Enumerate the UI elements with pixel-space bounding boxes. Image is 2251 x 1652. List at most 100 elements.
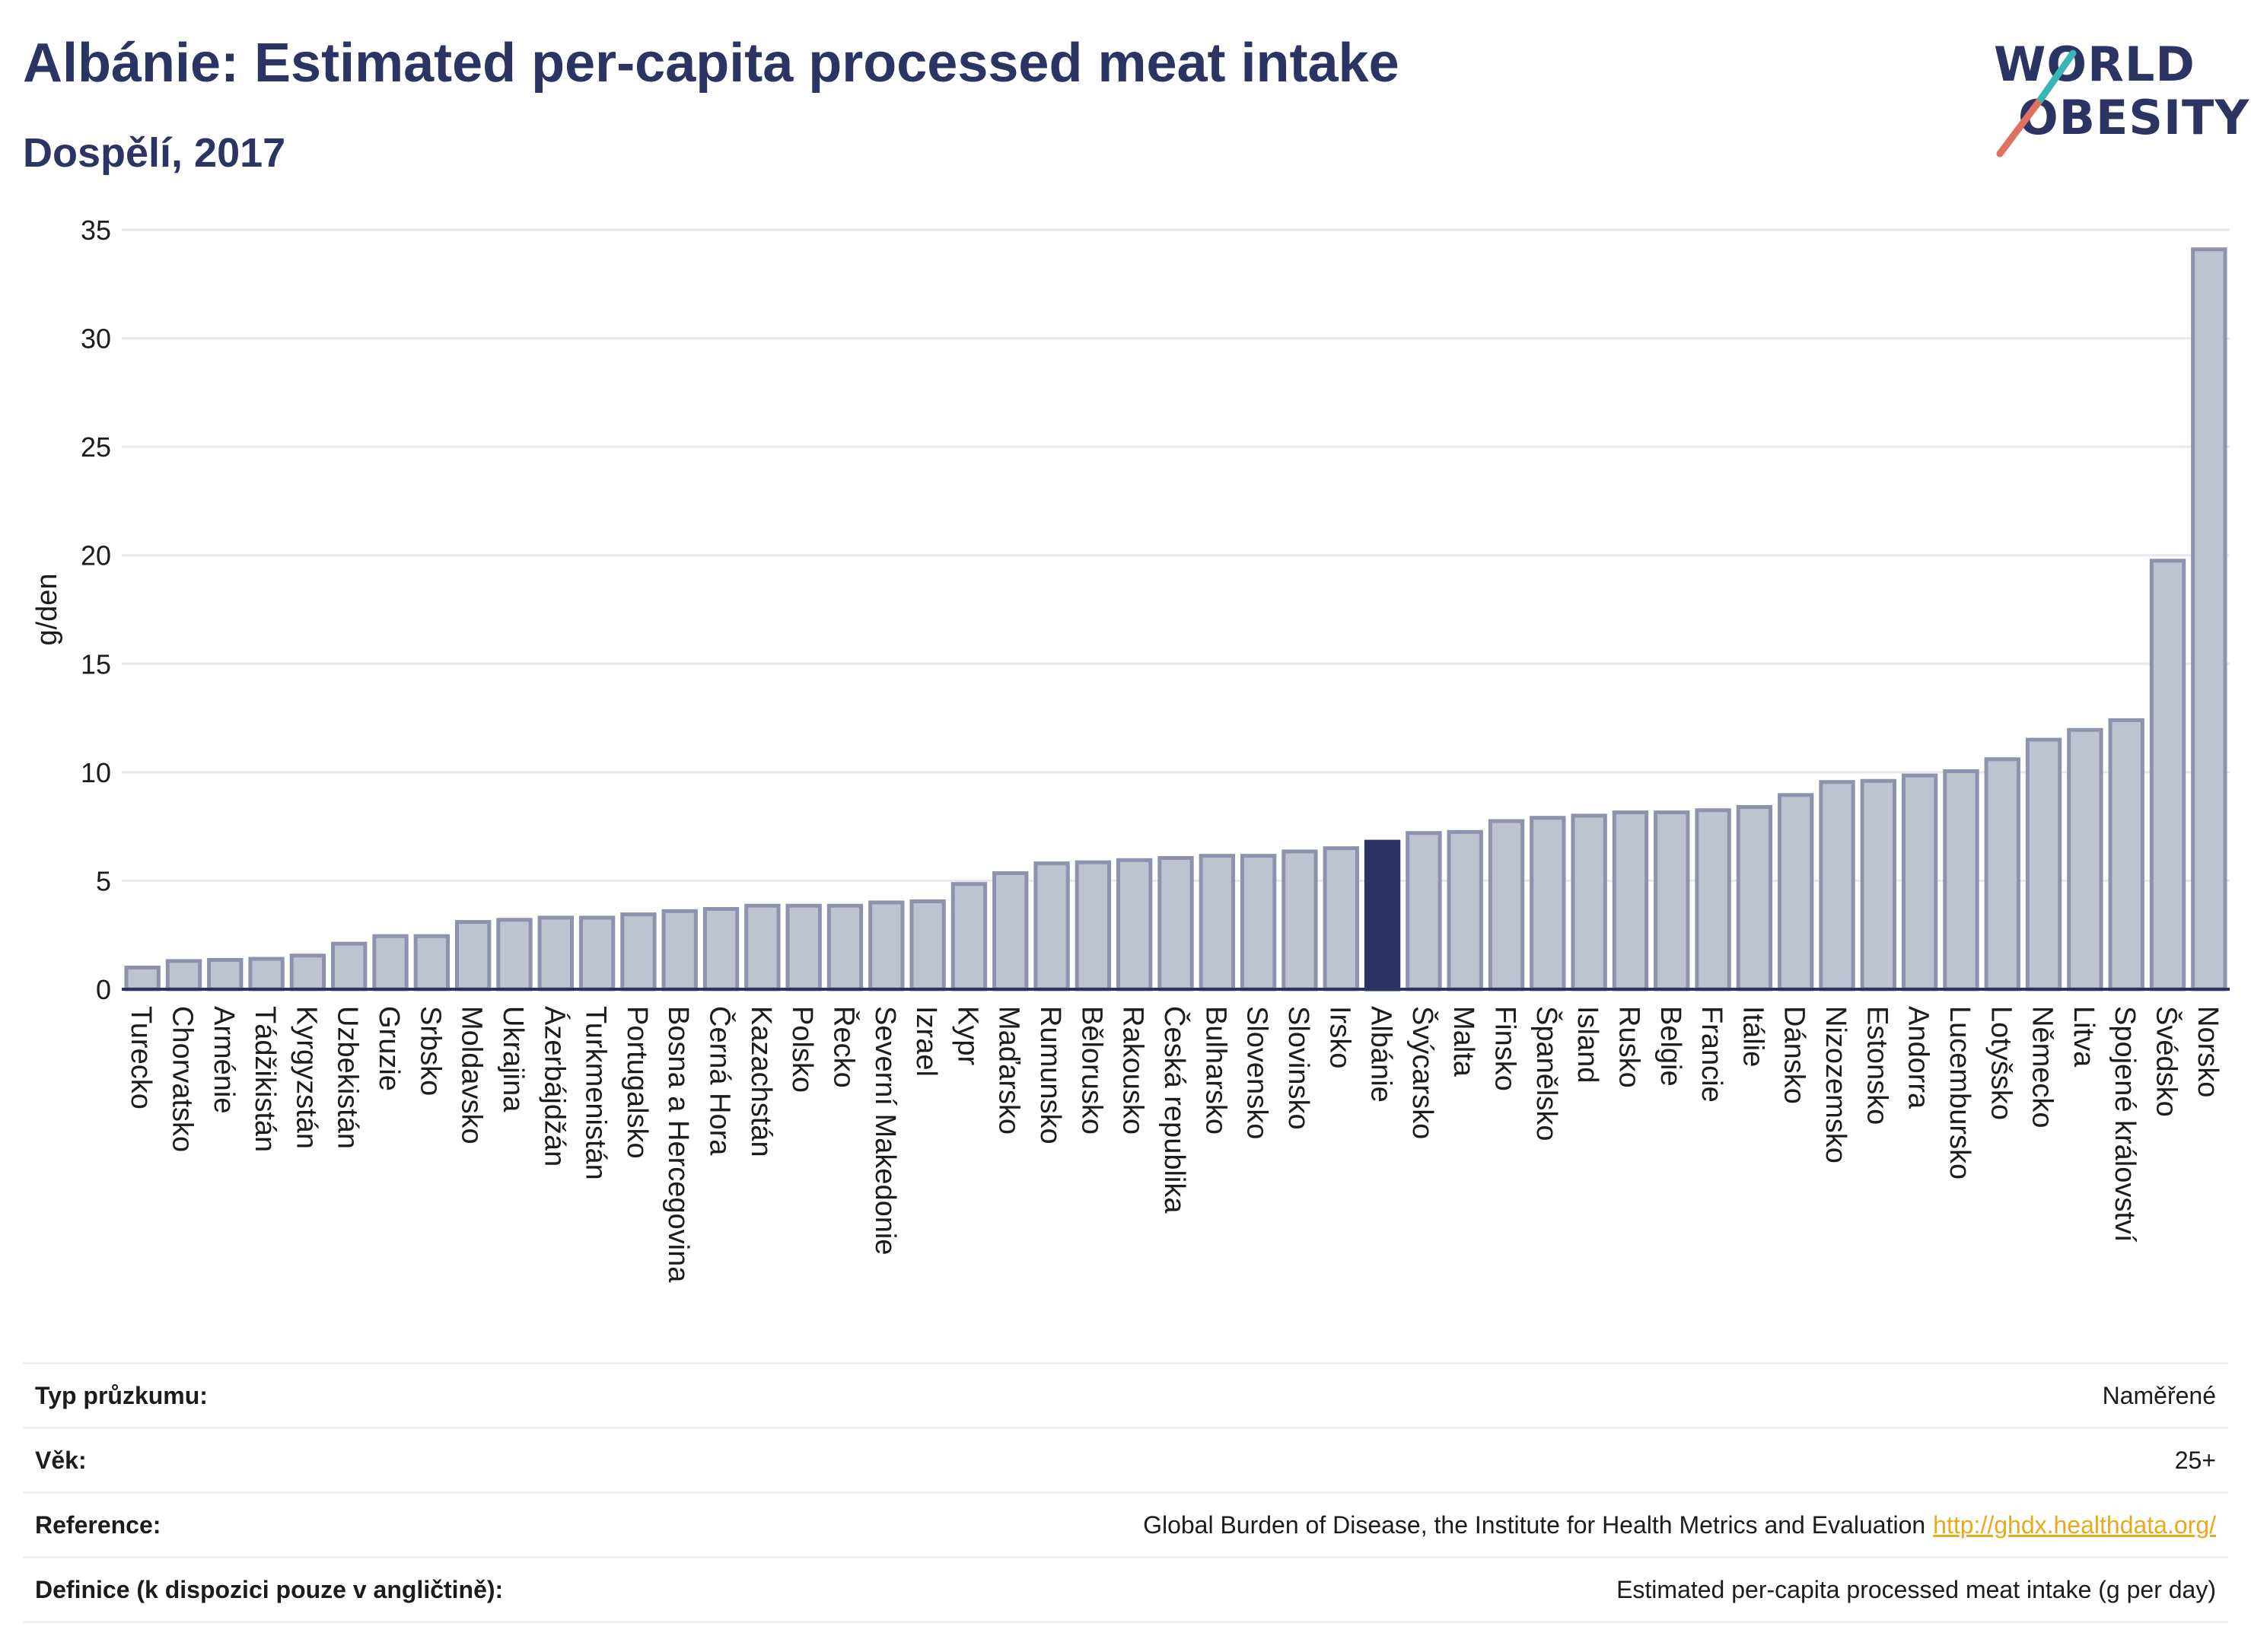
x-tick-label: Černá Hora [704, 1006, 737, 1156]
y-tick-label: 0 [96, 974, 111, 1005]
info-row-survey-type: Typ průzkumu: Naměřené [23, 1362, 2228, 1427]
x-tick-label: Izrael [910, 1006, 942, 1077]
x-tick-label: Česká republika [1158, 1006, 1192, 1214]
reference-link[interactable]: http://ghdx.healthdata.org/ [1933, 1510, 2216, 1539]
y-tick-label: 35 [81, 215, 111, 246]
bar [1654, 810, 1690, 992]
logo-word-obesity: OBESITY [2018, 90, 2250, 145]
bar [702, 906, 740, 992]
y-tick-label: 25 [81, 431, 111, 463]
x-tick-label: Lotyšsko [1985, 1006, 2017, 1120]
x-tick-label: Turkmenistán [580, 1006, 612, 1180]
bar [785, 903, 822, 992]
bar [1860, 778, 1897, 992]
x-tick-label: Slovinsko [1282, 1006, 1314, 1130]
x-tick-label: Rusko [1613, 1006, 1644, 1088]
x-tick-label: Norsko [2192, 1006, 2224, 1097]
bar [2025, 737, 2062, 992]
chart-title: Albánie: Estimated per-capita processed … [23, 33, 1399, 94]
bar [1571, 813, 1607, 992]
definition-value: Estimated per-capita processed meat inta… [1616, 1575, 2216, 1603]
bar [1778, 793, 1814, 992]
bar [2191, 247, 2227, 992]
info-table: Typ průzkumu: Naměřené Věk: 25+ Referenc… [23, 1362, 2228, 1623]
x-tick-label: Belgie [1654, 1006, 1686, 1087]
logo-slash-icon [1996, 49, 2077, 158]
bar [1157, 855, 1194, 992]
bar [1033, 861, 1070, 992]
bar [1364, 839, 1401, 992]
bar [950, 882, 988, 992]
bar [578, 915, 616, 992]
x-tick-label: Turecko [125, 1006, 157, 1109]
x-tick-label: Lucembursko [1944, 1006, 1976, 1179]
bar [165, 959, 202, 992]
x-tick-label: Tádžikistán [249, 1006, 281, 1152]
bar [372, 934, 409, 992]
x-tick-label: Ukrajina [497, 1006, 529, 1112]
bar [1901, 773, 1938, 992]
bar [1736, 804, 1773, 992]
bar [620, 912, 657, 992]
bar [909, 899, 946, 992]
age-label: Věk: [35, 1446, 87, 1474]
x-tick-label: Itálie [1737, 1006, 1769, 1067]
y-tick-label: 20 [81, 540, 111, 571]
bar [207, 958, 244, 992]
x-tick-label: Kypr [951, 1006, 983, 1065]
bar [661, 909, 698, 992]
x-tick-label: Řecko [827, 1006, 860, 1088]
y-tick-label: 15 [81, 648, 111, 680]
bar [1075, 860, 1112, 992]
x-tick-label: Andorra [1902, 1006, 1934, 1109]
bar [454, 920, 492, 992]
x-tick-label: Malta [1447, 1006, 1479, 1077]
bar [413, 934, 451, 992]
bar [331, 941, 368, 992]
x-tick-label: Ázerbájdžán [538, 1006, 571, 1167]
age-value: 25+ [2174, 1446, 2216, 1474]
x-tick-label: Kazachstán [745, 1006, 777, 1157]
x-tick-label: Švédsko [2151, 1006, 2184, 1117]
x-tick-label: Dánsko [1778, 1006, 1810, 1104]
x-tick-label: Portugalsko [621, 1006, 653, 1159]
bar-chart: 0 5 10 15 20 25 30 35 g/den Turecko Chorvatsko Armé… [31, 215, 2230, 1283]
logo-word-world: WORLD [1994, 37, 2195, 92]
x-tick-label: Uzbekistán [332, 1006, 364, 1149]
bar [1282, 849, 1318, 992]
bar [1323, 846, 1359, 992]
x-tick-label: Rumunsko [1034, 1006, 1066, 1144]
definition-label: Definice (k dispozici pouze v angličtině… [35, 1575, 504, 1603]
x-tick-label: Irsko [1323, 1006, 1355, 1068]
x-tick-label: Nizozemsko [1820, 1006, 1851, 1163]
x-tick-label: Severní Makedonie [869, 1006, 901, 1255]
x-tick-label: Kyrgyzstán [290, 1006, 322, 1149]
bar [1695, 808, 1731, 992]
y-tick-label: 5 [96, 865, 111, 896]
bar [826, 903, 864, 992]
x-tick-label: Island [1571, 1006, 1603, 1083]
bar [2108, 718, 2144, 992]
x-tick-label: Maďarsko [993, 1006, 1025, 1135]
info-row-age: Věk: 25+ [23, 1427, 2228, 1491]
x-tick-label: Finsko [1489, 1006, 1521, 1091]
world-obesity-logo: WORLD OBESITY [1979, 23, 2249, 167]
x-tick-label: Švýcarsko [1406, 1006, 1440, 1139]
x-tick-label: Slovensko [1241, 1006, 1273, 1139]
x-tick-label: Estonsko [1861, 1006, 1893, 1125]
x-tick-label: Albánie [1365, 1006, 1397, 1103]
bar [1530, 816, 1566, 992]
bar [992, 871, 1029, 992]
x-tick-label: Bělorusko [1075, 1006, 1107, 1135]
bar [2067, 727, 2103, 992]
reference-value-wrap: Global Burden of Disease, the Institute … [1143, 1511, 2228, 1539]
x-tick-label: Srbsko [414, 1006, 446, 1096]
reference-label: Reference: [35, 1510, 161, 1539]
bar [124, 965, 161, 992]
x-tick-label: Litva [2068, 1006, 2100, 1068]
x-tick-label: Gruzie [373, 1006, 405, 1091]
survey-type-value: Naměřené [2102, 1381, 2216, 1409]
bar [1984, 757, 2020, 992]
bar [868, 900, 905, 992]
x-tick-label: Německo [2027, 1006, 2058, 1128]
